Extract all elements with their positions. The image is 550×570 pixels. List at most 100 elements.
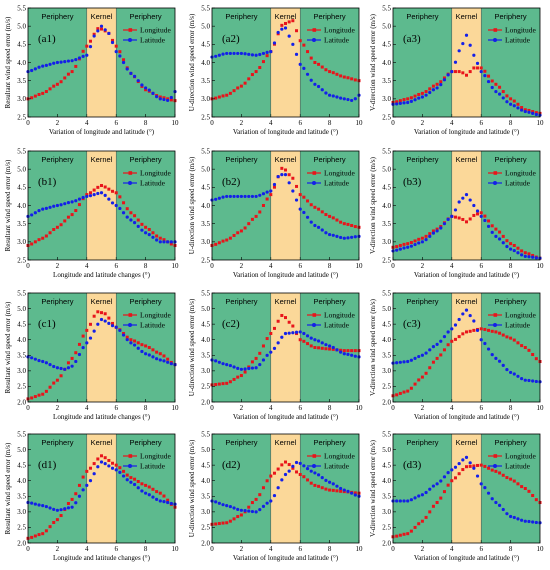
data-point xyxy=(431,84,435,88)
data-point xyxy=(272,346,277,350)
data-point xyxy=(494,89,498,94)
data-point xyxy=(505,512,509,516)
data-point xyxy=(476,66,480,70)
y-tick-label: 5.0 xyxy=(382,305,391,313)
data-point xyxy=(44,206,48,210)
x-tick-label: 2 xyxy=(56,404,60,412)
data-point xyxy=(527,348,531,352)
data-point xyxy=(158,358,162,362)
data-point xyxy=(92,472,96,476)
data-point xyxy=(509,370,513,375)
data-point xyxy=(509,477,513,481)
data-point xyxy=(166,357,170,361)
zone-label-kernel: Kernel xyxy=(275,12,297,21)
data-point xyxy=(479,214,483,218)
data-point xyxy=(155,497,159,501)
data-point xyxy=(331,345,335,350)
data-point xyxy=(41,64,45,68)
data-point xyxy=(505,94,509,98)
zone-label-kernel: Kernel xyxy=(275,438,297,447)
data-point xyxy=(125,473,129,477)
data-point xyxy=(406,532,410,536)
data-point xyxy=(398,391,402,395)
data-point xyxy=(265,337,269,341)
data-point xyxy=(516,341,520,345)
data-point xyxy=(324,91,328,95)
data-point xyxy=(395,248,399,252)
data-point xyxy=(305,467,310,471)
data-point xyxy=(350,98,354,103)
data-point xyxy=(243,226,247,230)
data-point xyxy=(140,228,144,232)
data-point xyxy=(317,207,321,211)
data-point xyxy=(479,463,483,467)
data-point xyxy=(162,499,166,504)
data-point xyxy=(413,356,417,360)
data-point xyxy=(118,470,122,474)
data-point xyxy=(147,353,151,357)
x-tick-label: 2 xyxy=(421,119,425,127)
data-point xyxy=(122,201,126,205)
data-point xyxy=(523,487,527,490)
x-tick-label: 4 xyxy=(85,119,89,127)
data-point xyxy=(302,475,306,479)
data-point xyxy=(494,234,498,238)
data-point xyxy=(63,507,67,511)
data-point xyxy=(269,193,273,197)
data-point xyxy=(228,380,232,384)
data-point xyxy=(468,43,472,47)
data-point xyxy=(30,242,34,246)
zone-label-periphery: Periphery xyxy=(225,155,257,164)
data-point xyxy=(92,32,96,36)
y-tick-label: 5.0 xyxy=(201,165,210,173)
data-point xyxy=(483,214,487,218)
data-point xyxy=(221,503,225,507)
data-point xyxy=(490,224,494,228)
data-point xyxy=(214,383,218,387)
data-point xyxy=(258,362,262,367)
data-point xyxy=(409,358,413,362)
y-tick-label: 4.5 xyxy=(382,41,391,49)
data-point xyxy=(74,351,78,355)
data-point xyxy=(494,330,498,334)
data-point xyxy=(335,218,339,222)
data-point xyxy=(298,338,302,342)
data-point xyxy=(465,220,468,224)
data-point xyxy=(294,198,299,202)
zone-label-periphery: Periphery xyxy=(41,438,73,447)
data-point xyxy=(85,194,89,199)
x-axis-label: Variation of longitude and latitude (°) xyxy=(233,413,339,421)
x-tick-label: 6 xyxy=(298,545,302,553)
y-axis-label: U-direction wind speed error (m/s) xyxy=(188,156,196,254)
data-point xyxy=(250,217,254,221)
data-point xyxy=(129,480,133,484)
data-point xyxy=(217,241,221,245)
data-point xyxy=(483,218,487,223)
data-point xyxy=(136,218,140,222)
data-point xyxy=(446,330,450,334)
legend-entry: Latitude xyxy=(505,36,531,45)
data-point xyxy=(424,90,428,94)
data-point xyxy=(501,96,505,100)
x-tick-label: 0 xyxy=(391,404,395,412)
data-point xyxy=(446,343,450,347)
data-point xyxy=(162,359,166,363)
data-point xyxy=(33,502,37,506)
data-point xyxy=(309,344,313,348)
data-point xyxy=(317,346,321,350)
data-point xyxy=(228,363,232,368)
data-point xyxy=(217,53,221,57)
series-latitude xyxy=(26,460,177,512)
y-tick-label: 4.5 xyxy=(382,320,391,328)
y-tick-label: 3.5 xyxy=(17,352,26,360)
data-point xyxy=(55,225,59,229)
data-point xyxy=(283,472,288,477)
data-point xyxy=(409,241,413,245)
data-point xyxy=(136,479,140,483)
data-point xyxy=(261,486,265,490)
data-point xyxy=(169,362,173,366)
x-tick-label: 8 xyxy=(328,262,332,270)
data-point xyxy=(313,61,317,64)
zone-label-kernel: Kernel xyxy=(275,155,297,164)
data-point xyxy=(258,66,262,70)
